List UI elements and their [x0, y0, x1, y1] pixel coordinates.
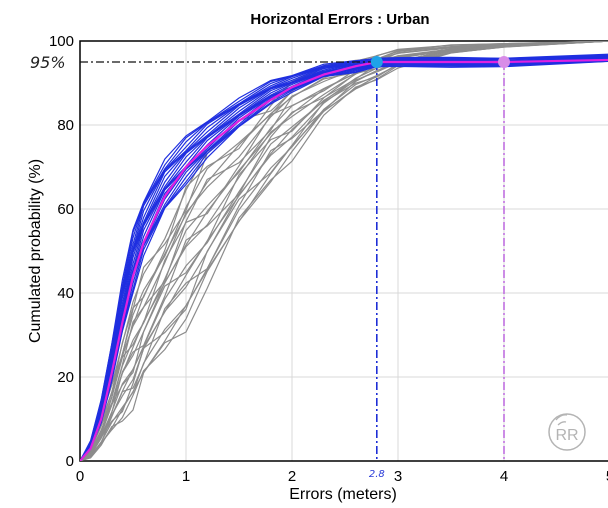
reference-label: 95% [30, 53, 66, 72]
marker-dot-violet [498, 56, 510, 68]
reference-lines [80, 56, 510, 461]
blue-series-line [80, 60, 608, 461]
mean-series-line [80, 58, 608, 461]
y-tick-label: 100 [49, 33, 74, 50]
x-tick-label: 3 [394, 468, 402, 485]
blue-series-line [80, 55, 608, 461]
y-tick-label: 80 [57, 117, 74, 134]
blue-series-line [80, 60, 608, 461]
blue-series-line [80, 53, 608, 461]
blue-series-line [80, 55, 608, 461]
y-tick-label: 60 [57, 201, 74, 218]
x-tick-label: 0 [76, 468, 84, 485]
blue-series-line [80, 58, 608, 461]
y-tick-label: 20 [57, 369, 74, 386]
blue-series-line [80, 58, 608, 461]
watermark-logo: RR [548, 413, 586, 451]
x-ticks: 0 1 2 3 4 5 [76, 468, 608, 485]
x-tick-label: 5 [606, 468, 608, 485]
blue-series-line [80, 57, 608, 461]
plot-frame [79, 40, 608, 462]
y-tick-label: 40 [57, 285, 74, 302]
blue-series-line [80, 55, 608, 461]
x-tick-label: 2 [288, 468, 296, 485]
marker-label: 2.8 [369, 469, 385, 480]
y-tick-label: 0 [66, 453, 74, 470]
x-axis-label: Errors (meters) [289, 486, 397, 503]
gray-series-line [80, 41, 608, 461]
x-tick-label: 4 [500, 468, 508, 485]
marker-dot-blue [370, 56, 383, 68]
blue-series-line [80, 60, 608, 461]
blue-series-line [80, 55, 608, 461]
series-group [80, 41, 608, 461]
y-ticks: 0 20 40 60 80 100 [49, 33, 74, 470]
y-axis-label: Cumulated probability (%) [27, 159, 44, 343]
blue-series-line [80, 59, 608, 461]
x-tick-label: 1 [182, 468, 190, 485]
blue-series-line [80, 58, 608, 461]
svg-text:RR: RR [555, 427, 578, 444]
blue-series-line [80, 56, 608, 461]
chart-title: Horizontal Errors : Urban [250, 11, 429, 28]
gray-series-line [80, 41, 608, 461]
blue-series-line [80, 57, 608, 461]
blue-series-line [80, 56, 608, 461]
blue-series-line [80, 60, 608, 461]
blue-series-line [80, 54, 608, 461]
